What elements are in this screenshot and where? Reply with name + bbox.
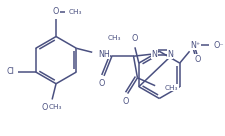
Text: Cl: Cl — [6, 67, 14, 76]
Text: NH: NH — [98, 50, 110, 59]
Text: CH₃: CH₃ — [165, 85, 178, 91]
Text: N: N — [151, 50, 157, 59]
Text: O⁻: O⁻ — [213, 41, 224, 50]
Text: O: O — [99, 79, 105, 88]
Text: O: O — [194, 55, 201, 64]
Text: CH₃: CH₃ — [48, 104, 62, 110]
Text: O: O — [132, 34, 138, 43]
Text: N⁺: N⁺ — [190, 41, 200, 50]
Text: O: O — [41, 103, 47, 112]
Text: O: O — [53, 7, 59, 16]
Text: O: O — [122, 97, 129, 106]
Text: CH₃: CH₃ — [108, 35, 121, 41]
Text: CH₃: CH₃ — [69, 9, 82, 15]
Text: N: N — [167, 50, 173, 59]
